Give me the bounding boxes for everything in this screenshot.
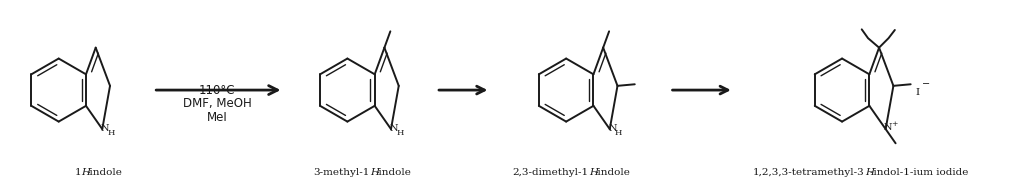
Text: H: H xyxy=(81,168,90,177)
Text: 2,3-dimethyl-1: 2,3-dimethyl-1 xyxy=(513,168,589,177)
Text: H: H xyxy=(589,168,598,177)
Text: -indole: -indole xyxy=(87,168,123,177)
Text: N: N xyxy=(101,124,110,133)
Text: N: N xyxy=(608,124,616,133)
Text: +: + xyxy=(891,120,898,128)
Text: H: H xyxy=(108,129,115,137)
Text: 110°C: 110°C xyxy=(199,84,236,97)
Text: N: N xyxy=(884,123,892,132)
Text: −: − xyxy=(923,79,931,89)
Text: -indol-1-ium iodide: -indol-1-ium iodide xyxy=(870,168,969,177)
Text: -indole: -indole xyxy=(376,168,412,177)
Text: DMF, MeOH: DMF, MeOH xyxy=(183,97,252,110)
Text: 1: 1 xyxy=(75,168,81,177)
Text: H: H xyxy=(370,168,379,177)
Text: N: N xyxy=(390,124,398,133)
Text: H: H xyxy=(396,129,403,137)
Text: 1,2,3,3-tetramethyl-3: 1,2,3,3-tetramethyl-3 xyxy=(753,168,864,177)
Text: 3-methyl-1: 3-methyl-1 xyxy=(313,168,370,177)
Text: MeI: MeI xyxy=(207,111,227,124)
Text: I: I xyxy=(915,88,920,97)
Text: H: H xyxy=(615,129,623,137)
Text: H: H xyxy=(864,168,873,177)
Text: -indole: -indole xyxy=(594,168,630,177)
